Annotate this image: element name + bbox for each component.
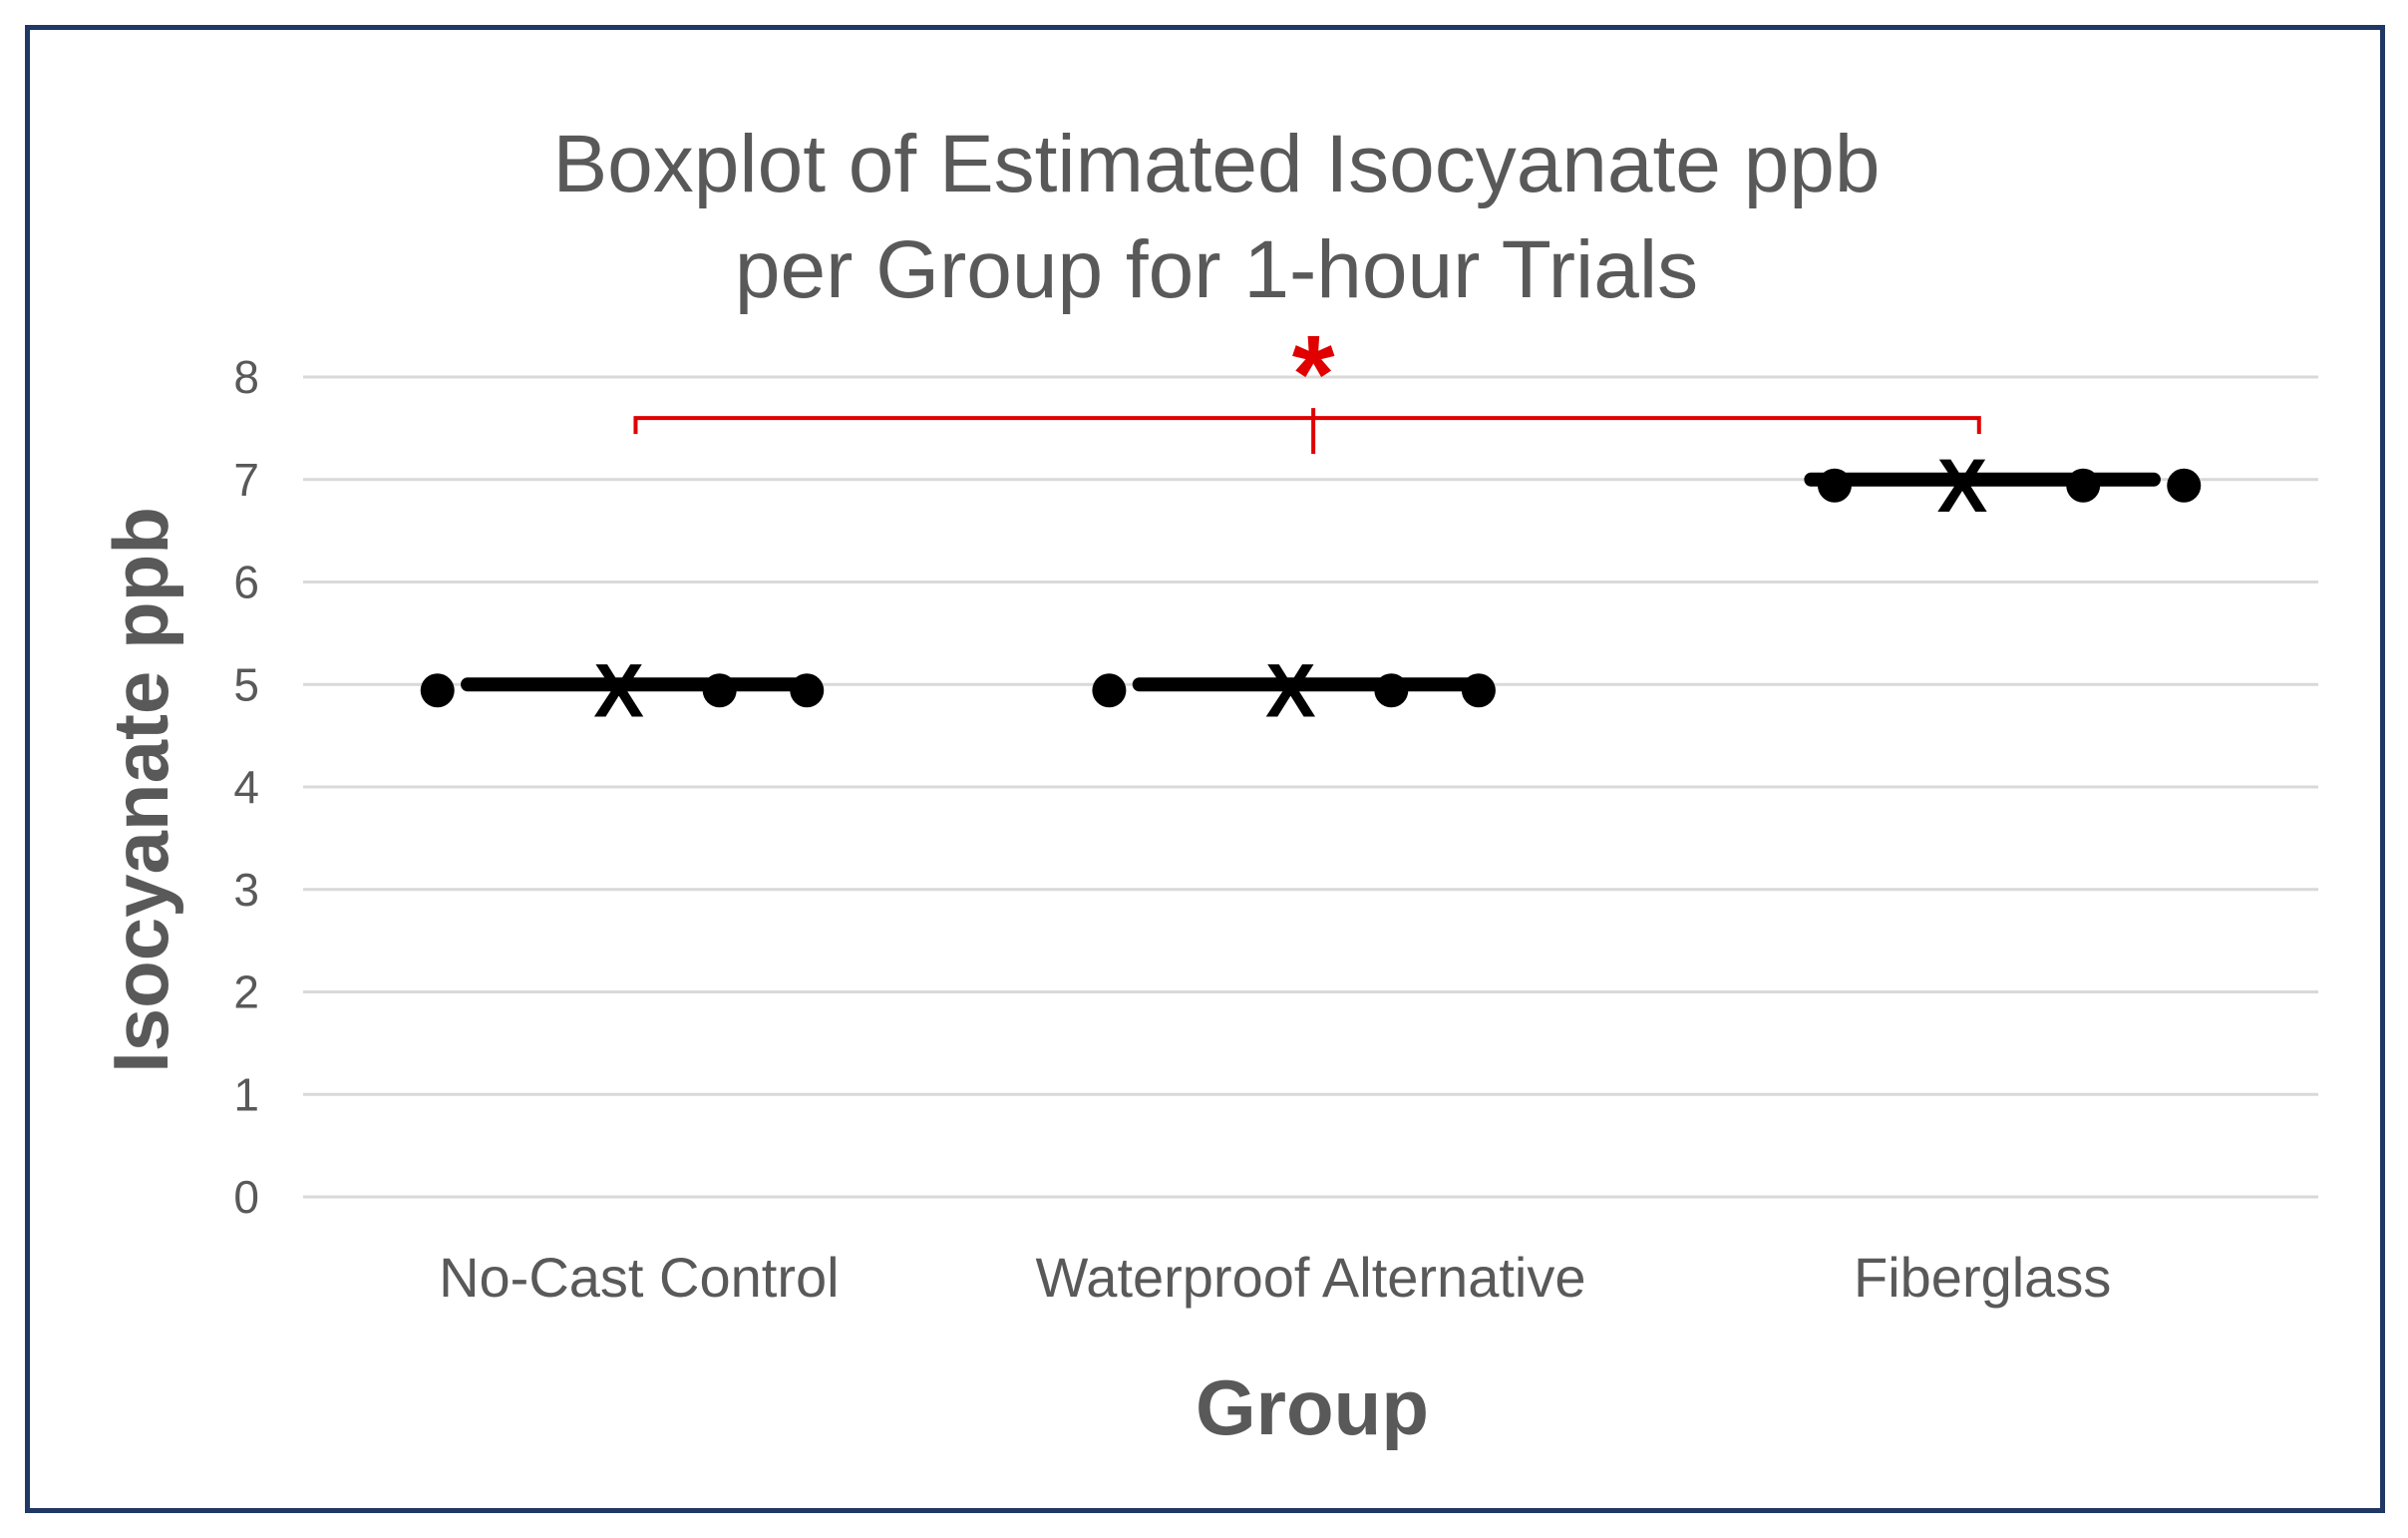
y-tick-label: 1 xyxy=(233,1068,259,1120)
bracket-line xyxy=(633,416,1981,435)
data-point xyxy=(1374,673,1409,708)
data-point xyxy=(2167,468,2202,503)
data-point xyxy=(420,673,455,708)
data-point xyxy=(702,673,737,708)
chart-title-line-1: Boxplot of Estimated Isocyanate ppb xyxy=(552,119,1880,209)
x-category-labels: No-Cast Control Waterproof Alternative Fib… xyxy=(439,1246,2111,1309)
chart-frame xyxy=(25,25,2385,1513)
y-tick-label: 2 xyxy=(233,966,259,1018)
y-tick-label: 8 xyxy=(233,351,259,403)
box-0: X xyxy=(420,648,825,733)
data-point xyxy=(790,673,825,708)
y-tick-labels: 0 1 2 3 4 5 6 7 8 xyxy=(233,351,259,1223)
data-point xyxy=(1092,673,1127,708)
x-category-label: Waterproof Alternative xyxy=(1036,1246,1586,1309)
y-axis-title: Isocyanate ppb xyxy=(97,507,184,1073)
significance-asterisk: * xyxy=(1292,313,1335,436)
box-1: X xyxy=(1092,648,1496,733)
mean-marker: X xyxy=(1937,444,1988,529)
y-tick-label: 3 xyxy=(233,864,259,916)
y-tick-label: 6 xyxy=(233,557,259,608)
x-category-label: No-Cast Control xyxy=(439,1246,839,1309)
data-point xyxy=(1817,468,1852,503)
mean-marker: X xyxy=(1265,648,1316,733)
boxes: X X X xyxy=(420,444,2202,733)
x-axis-title: Group xyxy=(1196,1363,1429,1451)
x-category-label: Fiberglass xyxy=(1854,1246,2111,1309)
data-point xyxy=(2066,468,2101,503)
significance-bracket: * xyxy=(633,313,1981,455)
y-tick-label: 0 xyxy=(233,1171,259,1223)
data-point xyxy=(1461,673,1496,708)
mean-marker: X xyxy=(593,648,644,733)
y-tick-label: 5 xyxy=(233,658,259,710)
gridlines xyxy=(303,375,2318,1199)
chart-title-line-2: per Group for 1-hour Trials xyxy=(735,224,1698,315)
box-2: X xyxy=(1804,444,2202,529)
y-tick-label: 4 xyxy=(233,761,259,813)
y-tick-label: 7 xyxy=(233,454,259,506)
